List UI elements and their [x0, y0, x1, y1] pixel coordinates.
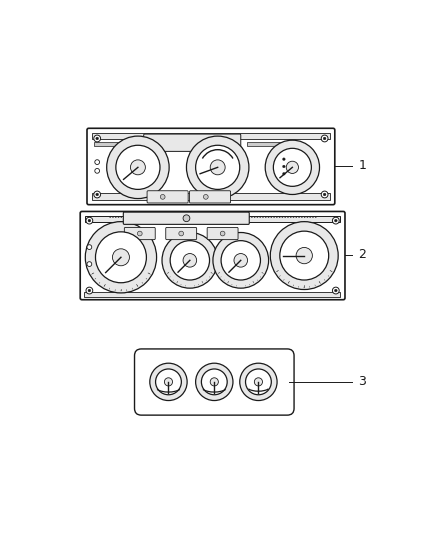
Circle shape: [234, 254, 247, 267]
Circle shape: [203, 195, 208, 199]
Circle shape: [187, 136, 249, 199]
Circle shape: [86, 217, 93, 224]
Circle shape: [201, 369, 227, 395]
Circle shape: [88, 219, 91, 222]
Circle shape: [213, 232, 268, 288]
Circle shape: [220, 231, 225, 236]
Circle shape: [273, 148, 311, 187]
FancyBboxPatch shape: [147, 191, 188, 203]
Circle shape: [183, 215, 190, 222]
Circle shape: [160, 195, 165, 199]
Bar: [247, 142, 293, 146]
FancyBboxPatch shape: [207, 228, 238, 240]
Circle shape: [107, 136, 169, 199]
Circle shape: [170, 241, 209, 280]
Circle shape: [138, 231, 142, 236]
Circle shape: [323, 137, 326, 140]
Text: 3: 3: [359, 375, 367, 389]
Circle shape: [150, 363, 187, 400]
Circle shape: [283, 172, 285, 175]
Circle shape: [265, 140, 320, 195]
Circle shape: [131, 160, 145, 175]
Circle shape: [85, 222, 157, 293]
Circle shape: [87, 262, 92, 266]
Circle shape: [335, 289, 337, 292]
FancyBboxPatch shape: [144, 134, 241, 151]
Text: 1: 1: [359, 159, 367, 172]
Circle shape: [113, 249, 130, 266]
Bar: [92, 193, 330, 199]
Circle shape: [296, 247, 312, 264]
Circle shape: [96, 137, 99, 140]
Circle shape: [283, 165, 285, 168]
Circle shape: [162, 232, 218, 288]
Circle shape: [246, 369, 271, 395]
Circle shape: [179, 231, 184, 236]
Circle shape: [88, 289, 91, 292]
Circle shape: [95, 160, 99, 165]
Bar: [94, 142, 140, 146]
Circle shape: [94, 135, 101, 142]
Circle shape: [95, 232, 146, 282]
Circle shape: [335, 219, 337, 222]
Circle shape: [95, 168, 99, 173]
FancyBboxPatch shape: [80, 212, 345, 300]
FancyBboxPatch shape: [124, 228, 155, 240]
Circle shape: [283, 158, 285, 160]
Circle shape: [254, 378, 262, 386]
Circle shape: [96, 193, 99, 196]
Bar: [92, 133, 330, 140]
Circle shape: [240, 363, 277, 400]
Circle shape: [210, 160, 225, 175]
FancyBboxPatch shape: [190, 191, 230, 203]
Circle shape: [321, 191, 328, 198]
Circle shape: [116, 146, 160, 189]
Circle shape: [221, 241, 261, 280]
Circle shape: [321, 135, 328, 142]
Circle shape: [87, 245, 92, 249]
Circle shape: [183, 254, 197, 267]
Circle shape: [196, 363, 233, 400]
Text: 2: 2: [359, 248, 367, 261]
Circle shape: [270, 222, 338, 289]
Circle shape: [164, 378, 173, 386]
Bar: [84, 292, 340, 297]
Circle shape: [323, 193, 326, 196]
Circle shape: [86, 287, 93, 294]
FancyBboxPatch shape: [134, 349, 294, 415]
Circle shape: [332, 217, 339, 224]
Circle shape: [280, 231, 328, 280]
FancyBboxPatch shape: [87, 128, 335, 205]
Circle shape: [332, 287, 339, 294]
Circle shape: [94, 191, 101, 198]
FancyBboxPatch shape: [124, 212, 249, 224]
Circle shape: [286, 161, 298, 173]
Circle shape: [210, 378, 219, 386]
FancyBboxPatch shape: [166, 228, 197, 240]
Circle shape: [155, 369, 181, 395]
Circle shape: [196, 146, 240, 189]
Bar: [85, 215, 340, 222]
